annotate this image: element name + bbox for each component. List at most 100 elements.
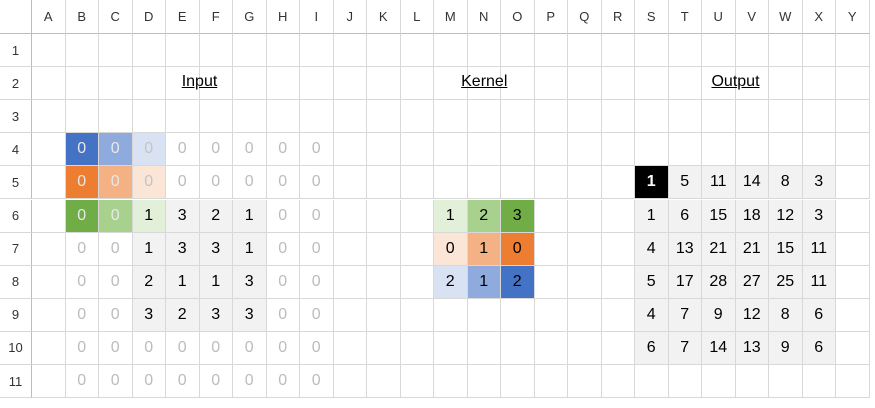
- cell-o10[interactable]: [501, 331, 535, 365]
- cell-p7[interactable]: [534, 232, 568, 266]
- cell-b8[interactable]: 0: [65, 265, 99, 299]
- cell-e5[interactable]: 0: [166, 166, 200, 200]
- cell-w9[interactable]: 8: [769, 298, 803, 332]
- cell-y2[interactable]: [836, 67, 870, 101]
- cell-c11[interactable]: 0: [99, 365, 133, 399]
- cell-f5[interactable]: 0: [199, 166, 233, 200]
- cell-u11[interactable]: [702, 365, 736, 399]
- column-header-x[interactable]: X: [802, 0, 836, 34]
- cell-u7[interactable]: 21: [702, 232, 736, 266]
- cell-r2[interactable]: [601, 67, 635, 101]
- cell-l1[interactable]: [400, 34, 434, 68]
- column-header-w[interactable]: W: [769, 0, 803, 34]
- cell-r5[interactable]: [601, 166, 635, 200]
- cell-s2[interactable]: [635, 67, 669, 101]
- cell-b4[interactable]: 0: [65, 133, 99, 167]
- cell-y3[interactable]: [836, 100, 870, 134]
- cell-m7[interactable]: 0: [434, 232, 468, 266]
- cell-w8[interactable]: 25: [769, 265, 803, 299]
- cell-l4[interactable]: [400, 133, 434, 167]
- column-header-o[interactable]: O: [501, 0, 535, 34]
- row-header-11[interactable]: 11: [0, 365, 32, 399]
- cell-e11[interactable]: 0: [166, 365, 200, 399]
- cell-t6[interactable]: 6: [668, 199, 702, 233]
- column-header-p[interactable]: P: [534, 0, 568, 34]
- cell-l3[interactable]: [400, 100, 434, 134]
- cell-k8[interactable]: [367, 265, 401, 299]
- cell-v6[interactable]: 18: [735, 199, 769, 233]
- cell-x5[interactable]: 3: [802, 166, 836, 200]
- row-header-1[interactable]: 1: [0, 34, 32, 68]
- cell-r4[interactable]: [601, 133, 635, 167]
- cell-w2[interactable]: [769, 67, 803, 101]
- cell-w3[interactable]: [769, 100, 803, 134]
- cell-s5[interactable]: 1: [635, 166, 669, 200]
- cell-q7[interactable]: [568, 232, 602, 266]
- cell-o8[interactable]: 2: [501, 265, 535, 299]
- cell-l11[interactable]: [400, 365, 434, 399]
- column-header-g[interactable]: G: [233, 0, 267, 34]
- cell-n9[interactable]: [467, 298, 501, 332]
- cell-m2[interactable]: [434, 67, 468, 101]
- column-header-k[interactable]: K: [367, 0, 401, 34]
- cell-o11[interactable]: [501, 365, 535, 399]
- cell-e7[interactable]: 3: [166, 232, 200, 266]
- cell-g1[interactable]: [233, 34, 267, 68]
- cell-y10[interactable]: [836, 331, 870, 365]
- cell-k11[interactable]: [367, 365, 401, 399]
- cell-p5[interactable]: [534, 166, 568, 200]
- cell-a4[interactable]: [32, 133, 66, 167]
- cell-e8[interactable]: 1: [166, 265, 200, 299]
- cell-n8[interactable]: 1: [467, 265, 501, 299]
- column-header-d[interactable]: D: [132, 0, 166, 34]
- cell-d11[interactable]: 0: [132, 365, 166, 399]
- cell-a11[interactable]: [32, 365, 66, 399]
- cell-g4[interactable]: 0: [233, 133, 267, 167]
- cell-b6[interactable]: 0: [65, 199, 99, 233]
- cell-f1[interactable]: [199, 34, 233, 68]
- cell-l7[interactable]: [400, 232, 434, 266]
- row-header-3[interactable]: 3: [0, 100, 32, 134]
- cell-q3[interactable]: [568, 100, 602, 134]
- column-header-v[interactable]: V: [735, 0, 769, 34]
- cell-t3[interactable]: [668, 100, 702, 134]
- cell-n1[interactable]: [467, 34, 501, 68]
- cell-u1[interactable]: [702, 34, 736, 68]
- cell-m8[interactable]: 2: [434, 265, 468, 299]
- cell-v9[interactable]: 12: [735, 298, 769, 332]
- cell-j6[interactable]: [333, 199, 367, 233]
- cell-i1[interactable]: [300, 34, 334, 68]
- cell-j10[interactable]: [333, 331, 367, 365]
- cell-e4[interactable]: 0: [166, 133, 200, 167]
- cell-p6[interactable]: [534, 199, 568, 233]
- cell-k9[interactable]: [367, 298, 401, 332]
- cell-t4[interactable]: [668, 133, 702, 167]
- cell-g8[interactable]: 3: [233, 265, 267, 299]
- column-header-b[interactable]: B: [65, 0, 99, 34]
- cell-h3[interactable]: [266, 100, 300, 134]
- cell-k4[interactable]: [367, 133, 401, 167]
- cell-j5[interactable]: [333, 166, 367, 200]
- cell-b9[interactable]: 0: [65, 298, 99, 332]
- cell-w11[interactable]: [769, 365, 803, 399]
- cell-x3[interactable]: [802, 100, 836, 134]
- cell-w1[interactable]: [769, 34, 803, 68]
- cell-k1[interactable]: [367, 34, 401, 68]
- cell-v1[interactable]: [735, 34, 769, 68]
- cell-h1[interactable]: [266, 34, 300, 68]
- cell-a7[interactable]: [32, 232, 66, 266]
- cell-i10[interactable]: 0: [300, 331, 334, 365]
- cell-p8[interactable]: [534, 265, 568, 299]
- cell-a3[interactable]: [32, 100, 66, 134]
- cell-u2[interactable]: [702, 67, 736, 101]
- cell-b5[interactable]: 0: [65, 166, 99, 200]
- cell-x2[interactable]: [802, 67, 836, 101]
- cell-l5[interactable]: [400, 166, 434, 200]
- cell-k3[interactable]: [367, 100, 401, 134]
- cell-o5[interactable]: [501, 166, 535, 200]
- cell-s9[interactable]: 4: [635, 298, 669, 332]
- cell-y11[interactable]: [836, 365, 870, 399]
- cell-n4[interactable]: [467, 133, 501, 167]
- cell-y9[interactable]: [836, 298, 870, 332]
- column-header-q[interactable]: Q: [568, 0, 602, 34]
